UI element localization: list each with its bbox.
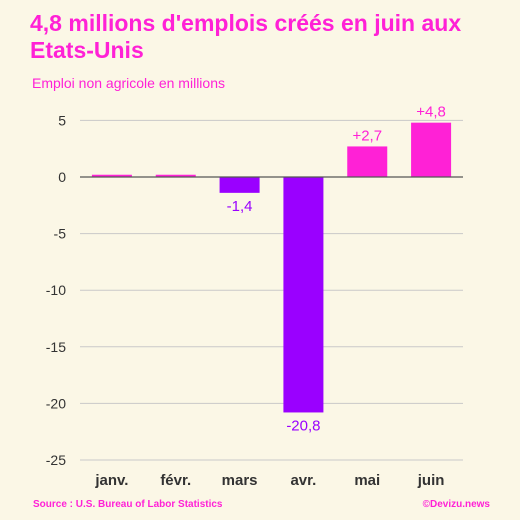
data-label: -20,8 [286, 417, 320, 434]
data-label: +2,7 [352, 127, 382, 144]
bar [155, 174, 196, 177]
chart-subtitle: Emploi non agricole en millions [32, 75, 225, 91]
x-tick-label: mai [354, 472, 380, 489]
bar [347, 146, 388, 177]
y-tick-label: -5 [54, 226, 67, 242]
bar [91, 174, 132, 177]
y-tick-label: -20 [46, 395, 66, 411]
y-tick-label: -25 [46, 452, 66, 468]
credit-note: ©Devizu.news [422, 499, 490, 510]
data-label: -1,4 [227, 198, 253, 215]
y-tick-label: 5 [58, 112, 66, 128]
x-tick-label: mars [222, 472, 258, 489]
y-tick-label: -15 [46, 339, 66, 355]
chart-title: 4,8 millions d'emplois créés en juin aux… [30, 10, 462, 63]
y-tick-label: 0 [58, 169, 66, 185]
data-label: +4,8 [416, 104, 446, 121]
source-note: Source : U.S. Bureau of Labor Statistics [33, 499, 223, 510]
y-tick-label: -10 [46, 282, 66, 298]
x-tick-label: juin [417, 472, 445, 489]
bar [283, 177, 324, 413]
bar [219, 177, 260, 193]
x-tick-label: avr. [290, 472, 316, 489]
x-tick-label: janv. [94, 472, 128, 489]
x-tick-label: févr. [160, 472, 191, 489]
bar [411, 122, 452, 177]
